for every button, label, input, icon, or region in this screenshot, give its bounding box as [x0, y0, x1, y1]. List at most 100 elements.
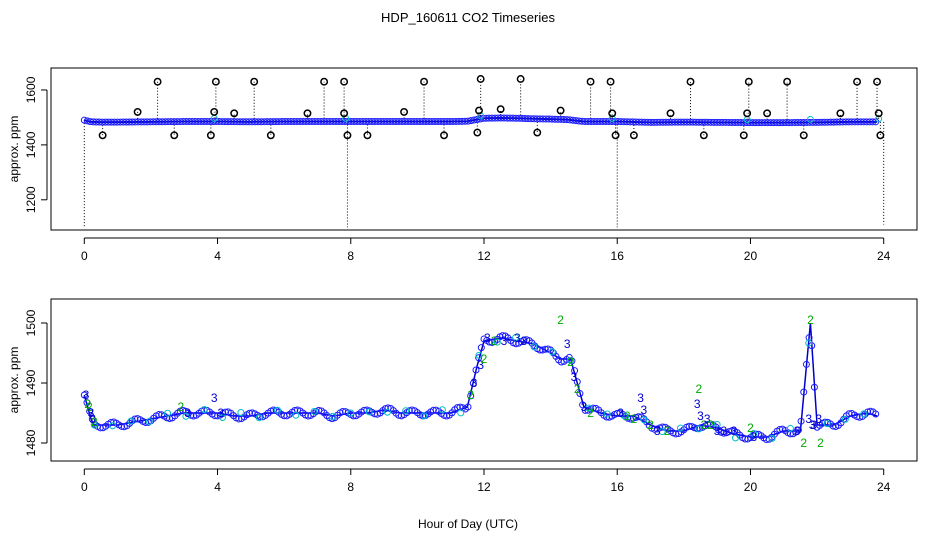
- bottom-flag-label: 3: [805, 412, 812, 426]
- figure-title: HDP_160611 CO2 Timeseries: [381, 10, 555, 25]
- bottom-flag-label: 3: [637, 391, 644, 405]
- bottom-series-point: [829, 422, 837, 430]
- bottom-series-point: [776, 425, 784, 433]
- bottom-flag-label: 2: [695, 382, 702, 396]
- bottom-secondary-point: [841, 415, 849, 423]
- bottom-x-tick-label: 4: [214, 480, 221, 494]
- bottom-flag-label: 2: [467, 388, 474, 402]
- top-outlier-point: [343, 131, 352, 140]
- top-outlier-point: [363, 131, 372, 140]
- bottom-series-point: [541, 345, 549, 353]
- bottom-series-point: [576, 390, 584, 398]
- bottom-series-point: [131, 415, 139, 423]
- bottom-series-point: [802, 360, 810, 368]
- top-y-tick-label: 1600: [24, 76, 38, 103]
- bottom-series-point: [246, 409, 254, 417]
- bottom-flag-label: 2: [707, 418, 714, 432]
- top-outlier-point: [473, 128, 482, 137]
- bottom-secondary-point: [237, 408, 245, 416]
- bottom-flag-label: 2: [664, 424, 671, 438]
- bottom-secondary-point: [695, 425, 703, 433]
- bottom-flag-label: 2: [178, 400, 185, 414]
- top-outlier-point: [340, 77, 349, 86]
- bottom-flag-label: 2: [574, 382, 581, 396]
- top-y-axis: 1200 1400 1600: [24, 76, 48, 213]
- bottom-series-point: [853, 413, 861, 421]
- bottom-secondary-point: [713, 420, 721, 428]
- top-outlier-point: [873, 77, 881, 86]
- bottom-flag-label: 2: [647, 418, 654, 432]
- bottom-secondary-point: [750, 430, 758, 438]
- bottom-series-point: [467, 392, 475, 400]
- top-outlier-point: [211, 77, 220, 86]
- bottom-flag-label: 3: [809, 418, 816, 432]
- bottom-series-point: [211, 412, 219, 420]
- bottom-flag-label: 2: [481, 352, 488, 366]
- top-outlier-point: [586, 77, 595, 86]
- bottom-series-point: [794, 426, 802, 434]
- top-outlier-point: [250, 77, 259, 86]
- bottom-secondary-point: [292, 411, 300, 419]
- top-outlier-point: [133, 107, 142, 116]
- bottom-x-tick-label: 12: [477, 480, 491, 494]
- bottom-flag-label: 3: [218, 406, 225, 420]
- bottom-flag-label: 2: [587, 406, 594, 420]
- top-x-tick-label: 0: [81, 249, 88, 263]
- bottom-x-tick-label: 20: [744, 480, 758, 494]
- bottom-series-point: [520, 336, 528, 344]
- bottom-series-point: [810, 383, 818, 391]
- bottom-series-point: [485, 338, 493, 346]
- bottom-secondary-point: [402, 407, 410, 415]
- bottom-flag-label: 2: [800, 436, 807, 450]
- top-outlier-point: [303, 109, 312, 118]
- bottom-series-line: [83, 322, 878, 438]
- top-x-tick-label: 12: [477, 249, 491, 263]
- bottom-secondary-point: [347, 409, 355, 417]
- bottom-secondary-point: [310, 407, 318, 415]
- top-outlier-point: [400, 107, 409, 116]
- top-outlier-point: [666, 109, 675, 118]
- top-outlier-point: [699, 131, 708, 140]
- top-series-point: [869, 118, 877, 126]
- bottom-series-point: [469, 379, 477, 387]
- bottom-secondary-point: [200, 405, 208, 413]
- bottom-series-point: [613, 409, 621, 417]
- bottom-secondary-point: [328, 412, 336, 420]
- top-secondary-point: [806, 115, 814, 123]
- bottom-series-point: [536, 346, 544, 354]
- bottom-secondary-point: [109, 422, 117, 430]
- bottom-secondary-point: [658, 428, 666, 436]
- bottom-y-tick-label: 1500: [24, 309, 38, 336]
- top-outlier-point: [629, 131, 638, 140]
- top-outlier-point: [340, 109, 349, 118]
- bottom-secondary-point: [90, 421, 98, 429]
- bottom-series-point: [539, 346, 547, 354]
- bottom-y-axis-label: approx. ppm: [7, 347, 21, 414]
- bottom-flag-label: 3: [89, 412, 96, 426]
- bottom-flag-label: 3: [83, 388, 90, 402]
- bottom-series-point: [805, 334, 813, 342]
- x-axis-label: Hour of Day (UTC): [418, 517, 518, 531]
- bottom-y-tick-label: 1480: [24, 429, 38, 456]
- bottom-series-point: [464, 403, 472, 411]
- top-outlier-point: [320, 77, 329, 86]
- bottom-series-point: [80, 391, 88, 399]
- bottom-secondary-point: [383, 408, 391, 416]
- bottom-flag-label: 2: [84, 397, 91, 411]
- bottom-flag-label: 2: [817, 436, 824, 450]
- top-outlier-point: [874, 109, 883, 118]
- top-y-axis-label: approx. ppm: [7, 116, 21, 183]
- top-y-tick-label: 1200: [24, 186, 38, 213]
- top-outlier-point: [799, 131, 808, 140]
- bottom-secondary-point: [127, 417, 135, 425]
- bottom-series-point: [222, 408, 230, 416]
- bottom-flag-label: 2: [91, 415, 98, 429]
- bottom-x-tick-label: 0: [81, 480, 88, 494]
- top-outlier-point: [853, 77, 861, 86]
- bottom-series-point: [429, 406, 437, 414]
- bottom-x-axis: 0 4 8 12 16 20 24: [81, 468, 891, 494]
- top-outlier-point: [611, 131, 620, 140]
- bottom-flag-label: 3: [815, 412, 822, 426]
- top-plot-frame: [50, 67, 918, 231]
